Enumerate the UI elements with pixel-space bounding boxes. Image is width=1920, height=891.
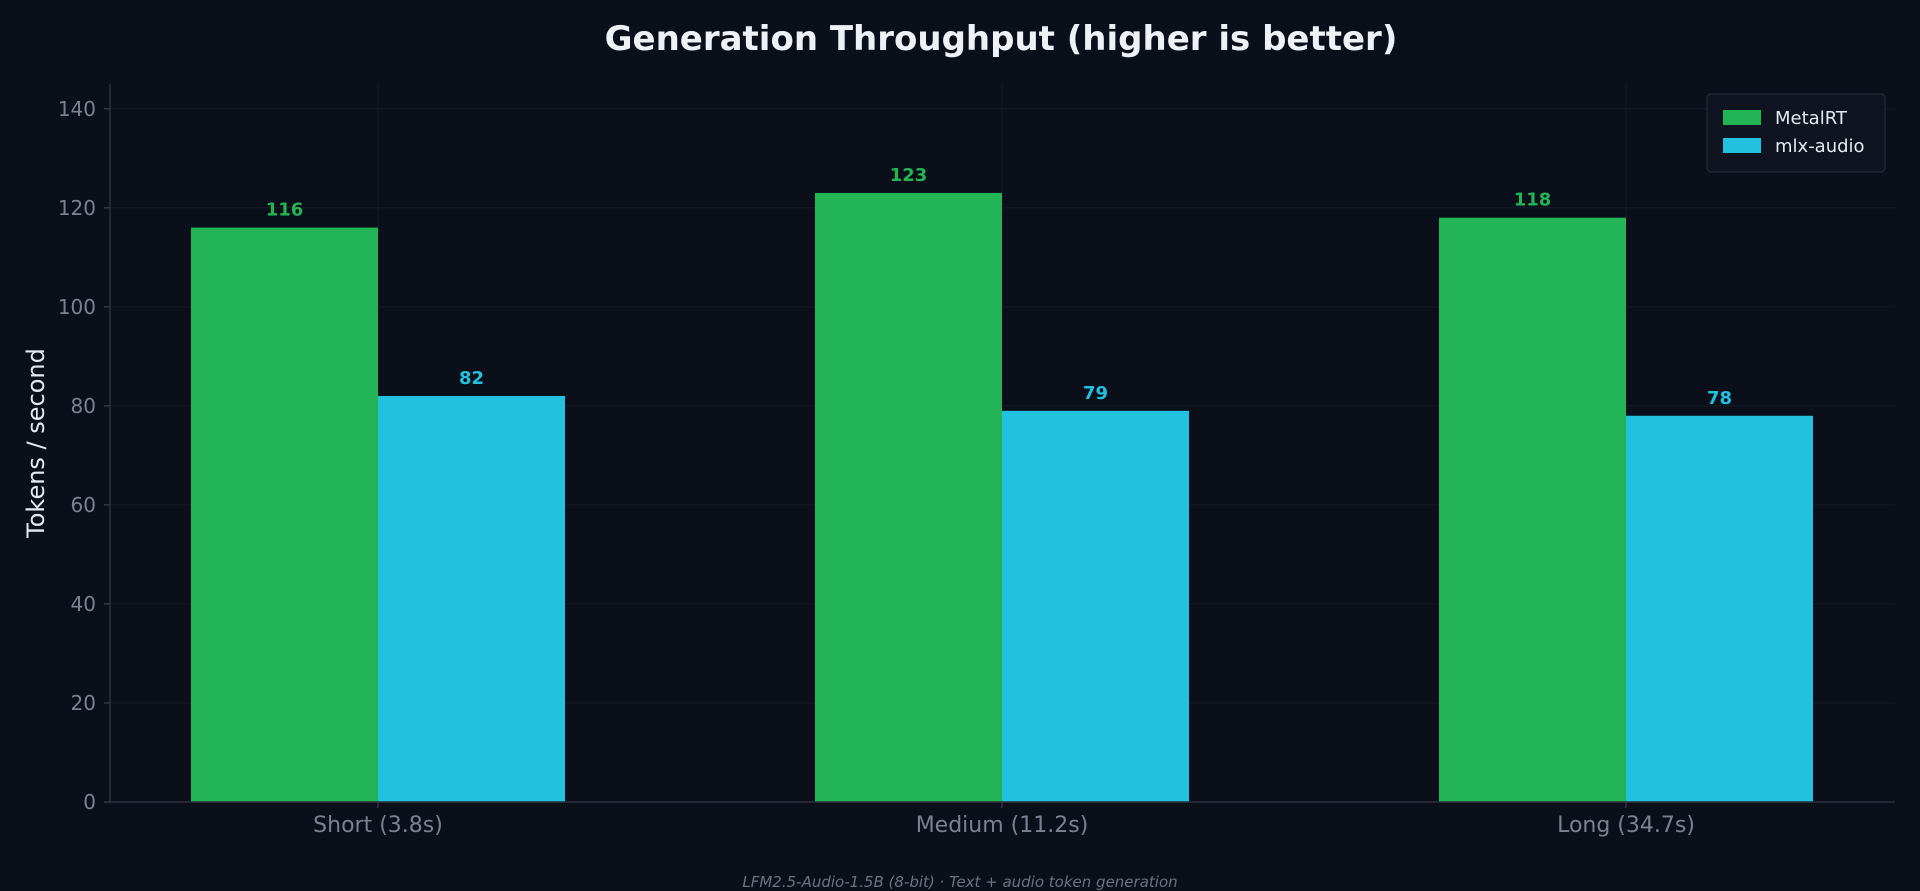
y-tick-label: 120 bbox=[58, 196, 96, 220]
bar-value-label-mlx-audio: 78 bbox=[1707, 388, 1732, 409]
bar-value-labels: 116 123 118 82 79 78 bbox=[266, 165, 1732, 409]
y-tick-label: 100 bbox=[58, 295, 96, 319]
y-axis-label: Tokens / second bbox=[22, 348, 50, 539]
legend: MetalRT mlx-audio bbox=[1706, 93, 1886, 173]
bar-value-label-metalrt: 123 bbox=[890, 165, 928, 186]
x-category-label: Long (34.7s) bbox=[1557, 813, 1695, 838]
bar-value-label-mlx-audio: 82 bbox=[459, 368, 484, 389]
chart-title: Generation Throughput (higher is better) bbox=[605, 19, 1398, 59]
legend-box bbox=[1706, 93, 1886, 173]
y-tick-label: 80 bbox=[71, 394, 96, 418]
y-tick-label: 40 bbox=[71, 592, 96, 616]
x-category-label: Medium (11.2s) bbox=[916, 813, 1089, 838]
bar-mlx-audio bbox=[1002, 410, 1189, 802]
y-tick-labels: 0 20 40 60 80 100 120 140 bbox=[58, 97, 96, 814]
bar-metalrt bbox=[191, 227, 378, 803]
legend-swatch-metalrt bbox=[1723, 110, 1761, 125]
y-tick-label: 60 bbox=[71, 493, 96, 517]
axes bbox=[104, 84, 1895, 808]
y-tick-label: 20 bbox=[71, 691, 96, 715]
x-category-labels: Short (3.8s) Medium (11.2s) Long (34.7s) bbox=[313, 813, 1695, 838]
x-category-label: Short (3.8s) bbox=[313, 813, 443, 838]
bar-value-label-metalrt: 116 bbox=[266, 200, 304, 221]
legend-swatch-mlx-audio bbox=[1723, 138, 1761, 153]
bar-mlx-audio bbox=[1626, 415, 1813, 802]
bar-metalrt bbox=[1439, 217, 1626, 803]
legend-label-mlx-audio: mlx-audio bbox=[1775, 136, 1865, 157]
bar-value-label-mlx-audio: 79 bbox=[1083, 383, 1108, 404]
bar-mlx-audio bbox=[378, 395, 565, 802]
legend-label-metalrt: MetalRT bbox=[1775, 108, 1848, 129]
y-tick-label: 140 bbox=[58, 97, 96, 121]
bars bbox=[191, 192, 1813, 803]
chart-caption: LFM2.5-Audio-1.5B (8-bit) · Text + audio… bbox=[742, 873, 1177, 891]
y-tick-label: 0 bbox=[83, 790, 96, 814]
bar-metalrt bbox=[815, 192, 1002, 802]
bar-value-label-metalrt: 118 bbox=[1514, 190, 1552, 211]
